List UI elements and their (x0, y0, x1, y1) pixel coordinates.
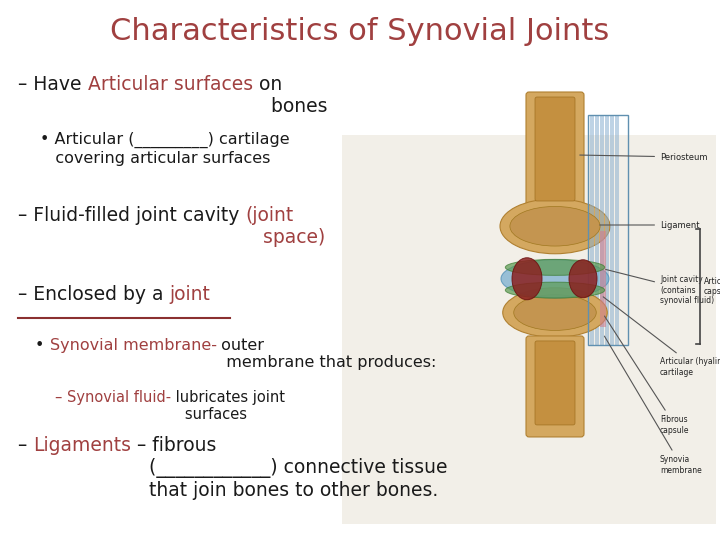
FancyBboxPatch shape (526, 92, 584, 218)
Ellipse shape (500, 199, 610, 254)
Ellipse shape (505, 282, 605, 298)
Bar (605, 115, 609, 345)
Ellipse shape (510, 206, 600, 246)
Text: Periosteum: Periosteum (580, 152, 708, 161)
Ellipse shape (505, 259, 605, 275)
Bar (600, 115, 604, 345)
Text: lubricates joint
   surfaces: lubricates joint surfaces (171, 390, 285, 422)
Text: Ligament: Ligament (600, 220, 700, 230)
Text: –: – (18, 436, 33, 455)
Bar (590, 115, 594, 345)
Ellipse shape (503, 288, 607, 338)
Text: Synovial membrane-: Synovial membrane- (50, 338, 217, 353)
Bar (595, 115, 599, 345)
Text: Synovia
membrane: Synovia membrane (604, 336, 702, 475)
Text: on
   bones: on bones (253, 75, 327, 116)
Bar (342, 135, 716, 524)
Text: – Fluid-filled joint cavity: – Fluid-filled joint cavity (18, 206, 246, 225)
Bar (610, 115, 614, 345)
FancyBboxPatch shape (535, 341, 575, 425)
Text: •: • (35, 338, 50, 353)
Bar (588, 115, 628, 345)
Text: Articular
capsule: Articular capsule (704, 276, 720, 296)
Ellipse shape (512, 258, 542, 300)
Bar (615, 115, 619, 345)
Ellipse shape (501, 260, 609, 298)
FancyBboxPatch shape (526, 336, 584, 437)
Text: – fibrous
   (____________) connective tissue
   that join bones to other bones.: – fibrous (____________) connective tiss… (131, 436, 448, 500)
Text: Synovial fluid-: Synovial fluid- (67, 390, 171, 405)
Text: Characteristics of Synovial Joints: Characteristics of Synovial Joints (110, 17, 610, 46)
Ellipse shape (569, 260, 597, 298)
Text: joint: joint (169, 285, 210, 304)
Bar (600, 231, 606, 327)
Text: • Articular (_________) cartilage
   covering articular surfaces: • Articular (_________) cartilage coveri… (40, 132, 289, 166)
Text: Joint cavity
(contains
synovial fluid): Joint cavity (contains synovial fluid) (606, 269, 714, 305)
Text: – Have: – Have (18, 75, 88, 94)
Text: outer
  membrane that produces:: outer membrane that produces: (217, 338, 437, 370)
Text: Articular (hyaline)
cartilage: Articular (hyaline) cartilage (603, 297, 720, 377)
Ellipse shape (514, 295, 596, 330)
Text: (joint
   space): (joint space) (246, 206, 325, 247)
Text: Ligaments: Ligaments (33, 436, 131, 455)
Text: – Enclosed by a: – Enclosed by a (18, 285, 169, 304)
Text: Fibrous
capsule: Fibrous capsule (605, 316, 690, 435)
Text: –: – (55, 390, 67, 405)
FancyBboxPatch shape (535, 97, 575, 201)
Text: Articular surfaces: Articular surfaces (88, 75, 253, 94)
